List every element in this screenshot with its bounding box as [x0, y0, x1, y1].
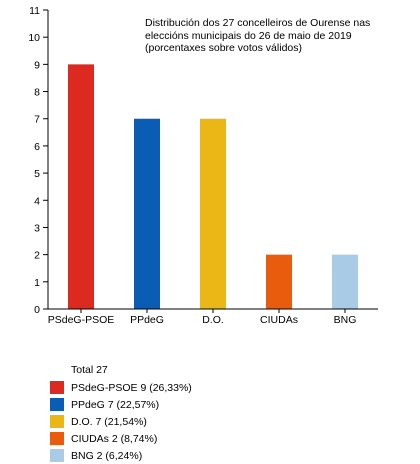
- y-tick-label: 9: [34, 59, 40, 71]
- legend-swatch: [50, 449, 64, 462]
- y-axis: 0 1 2 3 4 5 6 7 8 9 10 11: [28, 5, 49, 316]
- legend-item: PPdeG 7 (22,57%): [50, 396, 192, 413]
- y-tick-label: 6: [34, 141, 40, 153]
- y-tick-label: 1: [34, 277, 40, 289]
- legend-swatch: [50, 432, 64, 445]
- bars: [68, 64, 358, 310]
- legend-label: D.O. 7 (21,54%): [71, 415, 147, 428]
- legend: Total 27 PSdeG-PSOE 9 (26,33%) PPdeG 7 (2…: [50, 363, 192, 464]
- legend-label: PSdeG-PSOE 9 (26,33%): [71, 381, 192, 394]
- x-axis: PSdeG-PSOE PPdeG D.O. CIUDAs BNG: [48, 308, 378, 326]
- x-tick-label: CIUDAs: [260, 314, 298, 326]
- y-tick-label: 10: [28, 32, 40, 44]
- legend-item: CIUDAs 2 (8,74%): [50, 430, 192, 447]
- legend-label: PPdeG 7 (22,57%): [71, 398, 160, 411]
- legend-item: PSdeG-PSOE 9 (26,33%): [50, 379, 192, 396]
- x-tick-label: D.O.: [202, 314, 224, 326]
- y-tick-label: 2: [34, 250, 40, 262]
- bar: [200, 118, 226, 310]
- x-tick-label: PPdeG: [130, 314, 164, 326]
- y-tick-label: 8: [34, 87, 40, 99]
- y-tick-label: 3: [34, 222, 40, 234]
- chart-title: Distribución dos 27 concelleiros de Oure…: [145, 17, 371, 54]
- legend-swatch: [50, 381, 64, 394]
- bar: [266, 254, 292, 309]
- legend-item: BNG 2 (6,24%): [50, 447, 192, 464]
- bar: [134, 118, 160, 310]
- legend-swatch: [50, 398, 64, 411]
- y-tick-label: 4: [34, 195, 40, 207]
- legend-label: CIUDAs 2 (8,74%): [71, 432, 158, 445]
- y-tick-label: 0: [34, 304, 40, 316]
- legend-swatch: [50, 415, 64, 428]
- legend-label: BNG 2 (6,24%): [71, 449, 143, 462]
- bar: [332, 254, 358, 309]
- x-tick-label: BNG: [334, 314, 357, 326]
- x-tick-label: PSdeG-PSOE: [48, 314, 115, 326]
- bar-chart: 0 1 2 3 4 5 6 7 8 9 10 11 PSdeG-PSOE PPdeG D.O. CIUDAs…: [28, 5, 378, 326]
- y-tick-label: 5: [34, 168, 40, 180]
- legend-item: D.O. 7 (21,54%): [50, 413, 192, 430]
- bar: [68, 64, 94, 309]
- y-tick-label: 7: [34, 114, 40, 126]
- y-tick-label: 11: [29, 5, 40, 17]
- legend-total: Total 27: [71, 364, 108, 376]
